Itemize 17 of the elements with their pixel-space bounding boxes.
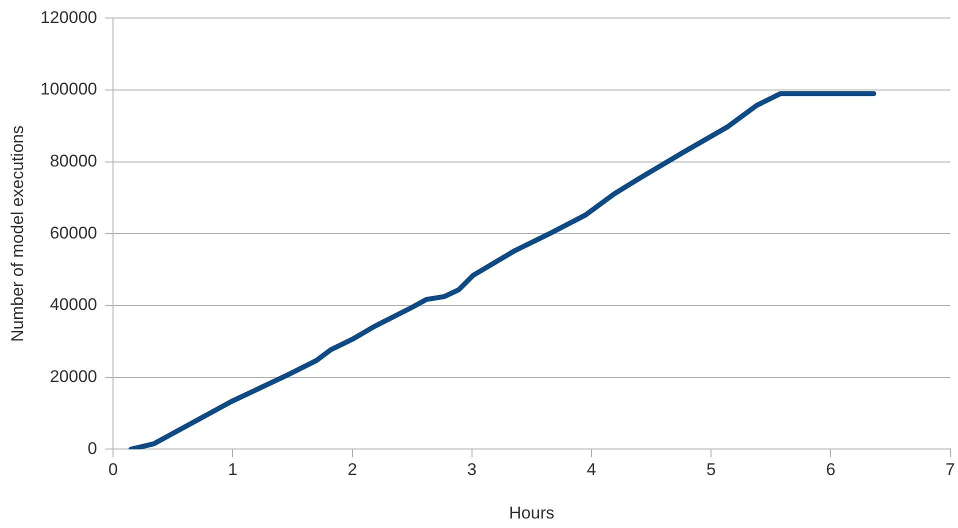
y-tick-label: 60000 xyxy=(50,223,98,242)
x-tick-label: 6 xyxy=(826,460,836,480)
y-tick-label: 0 xyxy=(88,438,98,458)
y-tick-label: 20000 xyxy=(50,367,98,386)
y-axis-title: Number of model executions xyxy=(8,126,27,342)
y-tick-label: 80000 xyxy=(50,152,98,171)
y-tick-label: 40000 xyxy=(50,295,98,314)
x-tick-label: 4 xyxy=(586,460,596,480)
x-tick-label: 1 xyxy=(228,460,238,480)
y-tick-label: 120000 xyxy=(40,8,98,27)
x-axis-title: Hours xyxy=(509,503,554,522)
x-tick-label: 2 xyxy=(348,460,358,480)
x-tick-label: 3 xyxy=(467,460,477,480)
y-tick-label: 100000 xyxy=(40,80,98,99)
x-tick-label: 7 xyxy=(946,460,956,480)
x-tick-label: 5 xyxy=(706,460,716,480)
x-tick-label: 0 xyxy=(108,460,118,480)
